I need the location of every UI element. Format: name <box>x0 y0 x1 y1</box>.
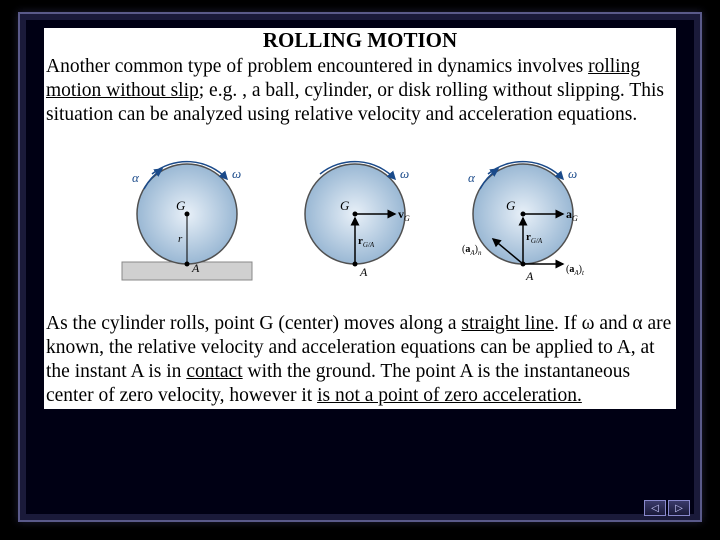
svg-text:A: A <box>525 269 534 283</box>
p2-u2: contact <box>186 361 242 382</box>
next-slide-button[interactable]: ▷ <box>668 500 690 516</box>
p2-u1: straight line <box>461 313 554 334</box>
slide-frame: ROLLING MOTION Another common type of pr… <box>18 12 702 522</box>
nav-controls: ◁ ▷ <box>644 500 690 516</box>
paragraph-2: As the cylinder rolls, point G (center) … <box>46 310 674 409</box>
prev-icon: ◁ <box>651 503 659 514</box>
svg-text:G: G <box>340 198 350 213</box>
svg-text:G: G <box>176 198 186 213</box>
rolling-diagram-2: G A ω vG rG/A <box>280 144 430 294</box>
svg-text:ω: ω <box>400 166 409 181</box>
content-container: ROLLING MOTION Another common type of pr… <box>44 28 676 409</box>
diagram-row: G A r ω α <box>109 134 611 304</box>
prev-slide-button[interactable]: ◁ <box>644 500 666 516</box>
svg-text:(aA)n: (aA)n <box>462 244 482 257</box>
svg-text:A: A <box>359 265 368 279</box>
svg-text:α: α <box>132 170 140 185</box>
rolling-diagram-1: G A r ω α <box>112 144 262 294</box>
slide-title: ROLLING MOTION <box>46 28 674 53</box>
svg-text:α: α <box>468 170 476 185</box>
svg-text:(aA)t: (aA)t <box>566 264 585 277</box>
rolling-diagram-3: G A ω α aG rG/A (aA)t (aA)n <box>448 144 608 294</box>
p2-text-c: and <box>594 313 632 334</box>
svg-text:G: G <box>506 198 516 213</box>
alpha-symbol: α <box>632 313 642 334</box>
p1-text-a: Another common type of problem encounter… <box>46 56 588 77</box>
svg-text:r: r <box>178 233 183 245</box>
p2-text-a: As the cylinder rolls, point G (center) … <box>46 313 461 334</box>
p2-u3: is not a point of zero acceleration. <box>317 385 582 406</box>
svg-text:ω: ω <box>232 166 241 181</box>
paragraph-1: Another common type of problem encounter… <box>46 53 674 128</box>
next-icon: ▷ <box>675 503 683 514</box>
p2-text-b: . If <box>554 313 582 334</box>
omega-symbol: ω <box>582 313 595 334</box>
svg-text:ω: ω <box>568 166 577 181</box>
svg-text:A: A <box>191 261 200 275</box>
